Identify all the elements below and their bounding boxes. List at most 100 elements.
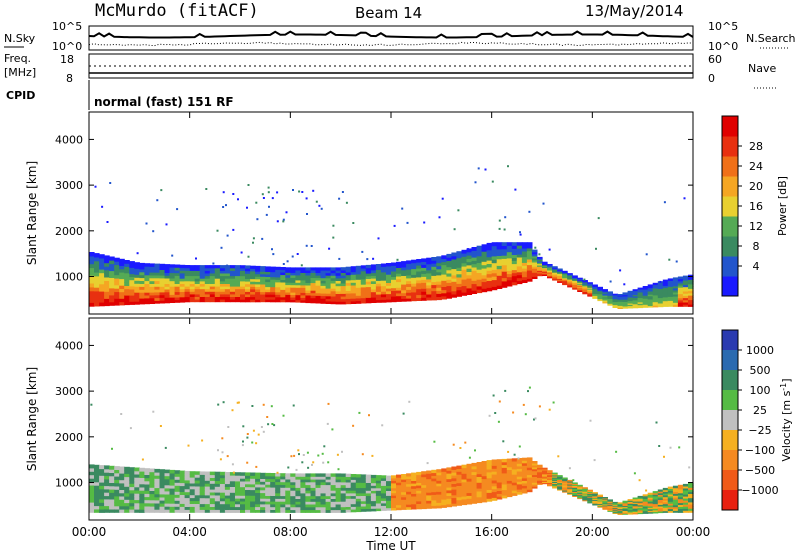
echo-cell <box>567 481 573 483</box>
echo-cell <box>652 491 659 494</box>
echo-cell <box>245 506 251 510</box>
echo-cell <box>627 500 634 502</box>
echo-cell <box>411 265 417 270</box>
echo-cell <box>386 296 392 300</box>
echo-cell <box>109 485 115 490</box>
echo-cell <box>521 279 528 283</box>
echo-cell <box>557 484 563 487</box>
echo-cell <box>607 500 613 502</box>
echo-speck <box>276 471 279 474</box>
echo-speck <box>236 401 239 404</box>
echo-cell <box>320 300 327 304</box>
echo-cell <box>531 461 538 464</box>
echo-cell <box>149 294 155 299</box>
colorbar-label: Velocity [m s-1] <box>779 378 794 461</box>
colorbar-swatch <box>722 176 738 197</box>
echo-cell <box>144 280 150 284</box>
echo-cell <box>511 490 518 494</box>
echo-cell <box>209 506 216 510</box>
echo-cell <box>557 280 563 282</box>
echo-cell <box>537 471 543 474</box>
echo-cell <box>396 261 402 266</box>
echo-cell <box>501 492 508 496</box>
echo-cell <box>214 280 221 284</box>
echo-speck <box>292 189 294 191</box>
echo-cell <box>547 267 553 270</box>
echo-cell <box>496 481 503 486</box>
echo-cell <box>436 287 442 291</box>
echo-speck <box>491 180 494 183</box>
echo-cell <box>582 497 588 500</box>
echo-cell <box>627 295 634 298</box>
echo-cell <box>109 256 115 261</box>
echo-cell <box>587 489 593 492</box>
echo-cell <box>94 505 100 510</box>
echo-cell <box>184 491 191 496</box>
echo-cell <box>315 481 322 486</box>
echo-cell <box>667 486 674 489</box>
echo-speck <box>106 221 109 223</box>
echo-cell <box>325 476 332 480</box>
echo-cell <box>355 476 362 481</box>
echo-cell <box>391 262 397 266</box>
echo-cell <box>562 276 568 279</box>
echo-cell <box>99 294 105 299</box>
echo-cell <box>451 293 457 298</box>
echo-cell <box>451 265 457 270</box>
echo-cell <box>209 497 216 502</box>
echo-cell <box>441 468 447 472</box>
echo-cell <box>340 296 347 300</box>
echo-cell <box>416 495 422 499</box>
echo-cell <box>350 271 357 275</box>
echo-cell <box>617 304 624 306</box>
echo-cell <box>451 491 457 496</box>
echo-cell <box>617 296 624 298</box>
echo-cell <box>496 473 503 477</box>
echo-speck <box>226 455 229 458</box>
echo-cell <box>350 300 357 304</box>
echo-cell <box>421 279 427 283</box>
echo-speck <box>406 221 409 224</box>
echo-cell <box>501 258 508 263</box>
echo-cell <box>275 492 281 497</box>
echo-cell <box>139 502 145 507</box>
echo-speck <box>201 439 204 442</box>
echo-cell <box>119 291 125 296</box>
echo-cell <box>255 286 261 290</box>
echo-cell <box>557 482 563 485</box>
echo-cell <box>592 288 598 290</box>
echo-cell <box>506 472 513 476</box>
echo-cell <box>652 293 659 296</box>
echo-cell <box>461 481 468 486</box>
echo-cell <box>622 298 629 300</box>
echo-cell <box>597 290 603 293</box>
echo-cell <box>672 499 679 502</box>
echo-cell <box>637 508 644 511</box>
echo-cell <box>114 482 120 487</box>
echo-cell <box>330 267 337 271</box>
echo-cell <box>557 475 563 477</box>
echo-cell <box>577 283 583 286</box>
echo-cell <box>104 294 110 299</box>
echo-cell <box>526 467 533 471</box>
echo-cell <box>245 291 251 295</box>
echo-cell <box>240 506 246 510</box>
echo-cell <box>597 499 603 501</box>
echo-speck <box>638 479 641 482</box>
echo-cell <box>104 287 110 292</box>
echo-cell <box>194 283 201 287</box>
echo-cell <box>647 508 654 511</box>
echo-cell <box>255 288 261 293</box>
echo-cell <box>159 472 166 476</box>
echo-cell <box>370 291 377 295</box>
echo-cell <box>642 494 649 497</box>
echo-cell <box>149 474 155 479</box>
echo-cell <box>672 504 679 508</box>
echo-cell <box>642 510 649 513</box>
echo-cell <box>521 276 528 281</box>
echo-cell <box>235 278 241 282</box>
echo-cell <box>219 471 226 476</box>
echo-cell <box>250 506 256 510</box>
echo-cell <box>662 302 669 305</box>
